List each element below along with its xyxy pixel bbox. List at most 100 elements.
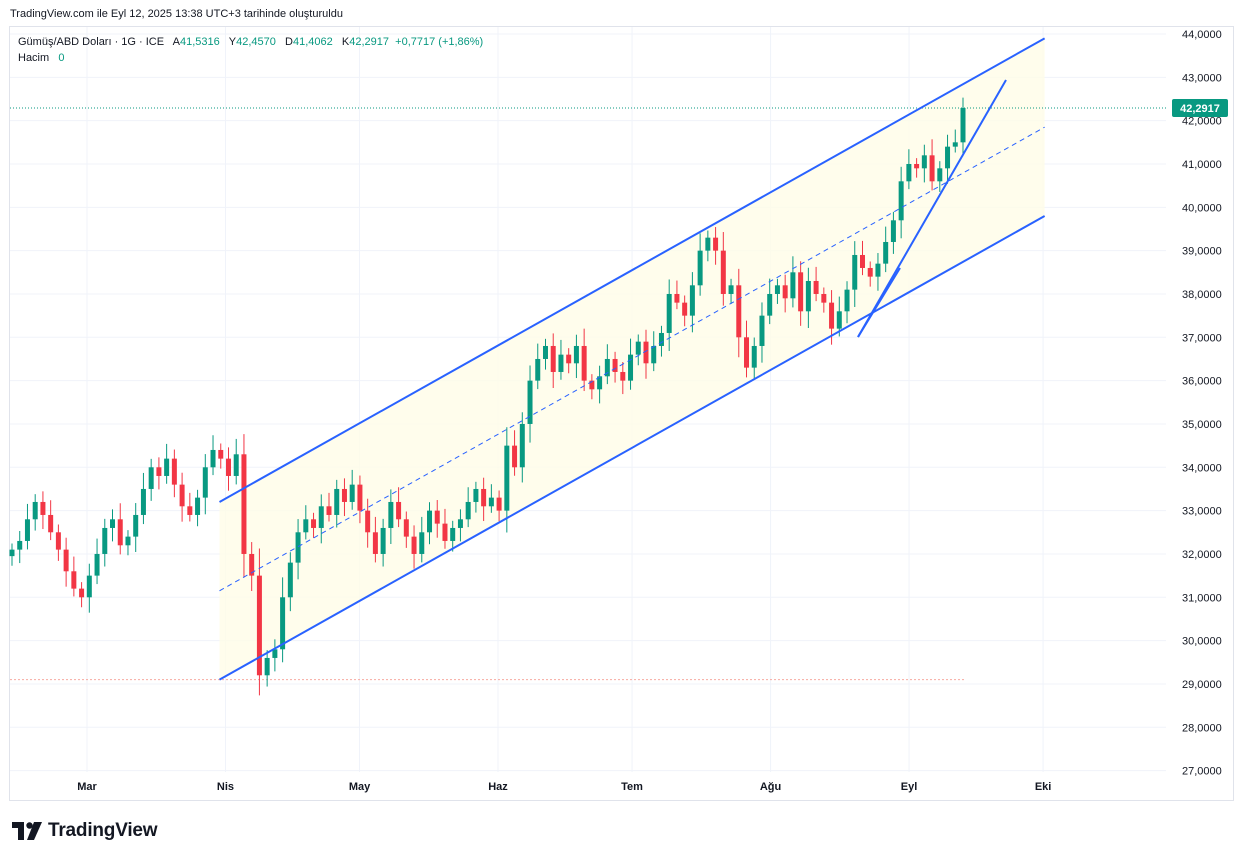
candle-body [365, 510, 371, 533]
x-tick-label: Nis [217, 781, 234, 793]
candle-body [914, 163, 920, 169]
candle-body [164, 458, 170, 476]
time-axis[interactable]: Mar Nis May Haz Tem Ağu Eyl Eki [77, 781, 1051, 793]
candle-body [628, 354, 634, 381]
candle-body [759, 315, 765, 346]
candle-body [225, 458, 231, 476]
candle-body [140, 488, 146, 515]
symbol-title[interactable]: Gümüş/ABD Doları · 1G · ICE [18, 36, 165, 48]
reference-line [10, 107, 1166, 681]
candle-body [488, 497, 494, 507]
candle-body [148, 467, 154, 489]
candle-body [357, 484, 363, 511]
candle-body [218, 449, 224, 459]
candle-body [465, 501, 471, 520]
y-tick-label: 42,0000 [1182, 116, 1222, 128]
candle-body [249, 553, 255, 576]
tradingview-logo[interactable]: TradingView [12, 820, 158, 842]
candle-body [303, 519, 309, 533]
candle-body [829, 302, 835, 329]
candle-body [937, 168, 943, 182]
candle-body [713, 237, 719, 251]
y-tick-label: 32,0000 [1182, 549, 1222, 561]
change-value: +0,7717 (+1,86%) [395, 36, 484, 48]
candle-body [558, 354, 564, 372]
y-tick-label: 43,0000 [1182, 72, 1222, 84]
volume-label[interactable]: Hacim [18, 52, 50, 64]
trend-line [857, 79, 1007, 338]
candle-body [798, 272, 804, 312]
candle-body [318, 506, 324, 528]
channel-lines[interactable] [219, 37, 1046, 681]
candle-body [334, 488, 340, 515]
candle-body [674, 293, 680, 303]
candle-body [945, 146, 951, 169]
x-tick-label: May [349, 781, 371, 793]
y-tick-label: 27,0000 [1182, 766, 1222, 778]
candle-body [94, 553, 100, 576]
candle-body [635, 341, 641, 355]
candle-body [751, 345, 757, 368]
candle-body [210, 449, 216, 468]
candle-body [32, 501, 38, 520]
y-tick-label: 29,0000 [1182, 679, 1222, 691]
candle-body [380, 527, 386, 554]
candle-body [573, 345, 579, 364]
candle-body [125, 536, 131, 546]
last-price-badge [1172, 99, 1228, 118]
candle-body [898, 181, 904, 221]
y-tick-label: 41,0000 [1182, 159, 1222, 171]
candle-body [434, 510, 440, 524]
candle-body [651, 345, 657, 364]
candle-body [481, 488, 487, 507]
candle-body [496, 497, 502, 511]
tradingview-logo-icon [12, 822, 42, 840]
candle-body [504, 445, 510, 511]
candle-body [427, 510, 433, 533]
high-key: Y [228, 36, 237, 48]
candle-body [512, 445, 518, 468]
candle-body [341, 488, 347, 502]
y-tick-label: 35,0000 [1182, 419, 1222, 431]
candle-body [280, 597, 286, 650]
candle-body [836, 311, 842, 329]
low-value: 41,4062 [292, 36, 333, 48]
candle-body [852, 254, 858, 290]
candle-body [774, 285, 780, 294]
candle-body [71, 571, 77, 589]
channel-lower-line [219, 215, 1046, 681]
x-tick-label: Eyl [901, 781, 918, 793]
candle-body [133, 514, 139, 537]
low-key: D [285, 36, 293, 48]
candle-body [411, 536, 417, 554]
candle-body [620, 371, 626, 381]
candle-body [921, 155, 927, 169]
candle-body [79, 588, 85, 598]
volume-legend: Hacim 0 [18, 52, 64, 64]
y-tick-label: 31,0000 [1182, 592, 1222, 604]
candle-body [535, 358, 541, 381]
candle-body [63, 549, 69, 572]
y-tick-label: 34,0000 [1182, 462, 1222, 474]
candle-body [883, 241, 889, 264]
y-tick-label: 30,0000 [1182, 636, 1222, 648]
candle-body [581, 345, 587, 381]
y-tick-label: 40,0000 [1182, 202, 1222, 214]
candle-body [782, 285, 788, 299]
candle-body [658, 332, 664, 346]
candle-body [550, 345, 556, 372]
x-tick-label: Mar [77, 781, 97, 793]
candle-body [813, 280, 819, 294]
candle-body [442, 523, 448, 541]
candle-body [256, 575, 262, 676]
volume-value: 0 [58, 52, 65, 64]
candle-body [55, 532, 61, 550]
candle-body [349, 484, 355, 502]
candle-body [767, 293, 773, 316]
candle-body [790, 272, 796, 299]
brand-name: TradingView [48, 820, 158, 841]
y-tick-label: 44,0000 [1182, 29, 1222, 41]
candle-body [156, 467, 162, 476]
price-axis[interactable]: 27,0000 28,0000 29,0000 30,0000 31,0000 32,00… [1172, 29, 1228, 778]
